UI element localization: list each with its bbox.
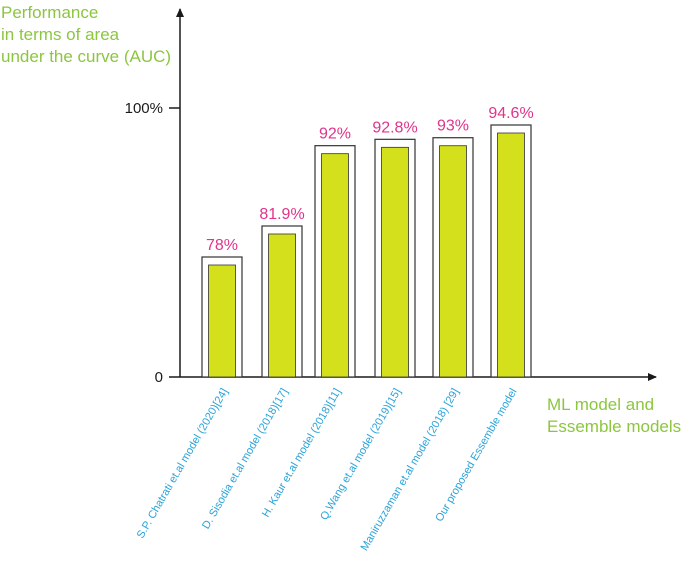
y-axis-title-line-2: in terms of area: [1, 25, 120, 44]
bar: [439, 145, 467, 378]
data-label: 94.6%: [488, 105, 533, 122]
data-label: 92%: [319, 126, 351, 143]
x-axis-title-line-1: ML model and: [547, 395, 654, 414]
y-axis-title-line-1: Performance: [1, 3, 98, 22]
data-label: 92.8%: [372, 119, 417, 136]
bar: [321, 153, 349, 378]
y-tick-label-0: 0: [155, 369, 163, 386]
x-axis-title-line-2: Essemble models: [547, 417, 681, 436]
data-label: 78%: [206, 237, 238, 254]
y-tick-label-100: 100%: [125, 100, 163, 117]
bars-group: 78%S.P. Chatrati et.al model (2020)[24]8…: [135, 105, 534, 553]
data-label: 81.9%: [259, 206, 304, 223]
y-axis-title: Performance in terms of area under the c…: [1, 3, 171, 66]
bar: [268, 233, 296, 378]
y-axis-title-line-3: under the curve (AUC): [1, 47, 171, 66]
data-label: 93%: [437, 118, 469, 135]
category-label: Maniruzzaman et.al model (2018) [29]: [359, 387, 462, 553]
x-axis-title: ML model and Essemble models: [547, 395, 681, 436]
bar: [208, 264, 236, 378]
bar: [497, 132, 525, 378]
bar: [381, 146, 409, 378]
